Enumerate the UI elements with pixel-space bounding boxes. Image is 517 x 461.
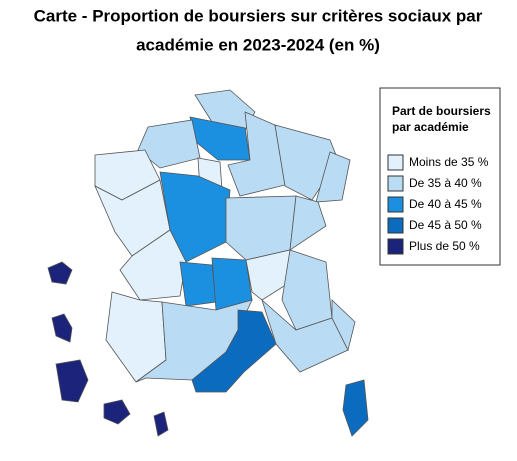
legend-swatch xyxy=(387,238,404,255)
region xyxy=(137,119,201,169)
region xyxy=(179,261,217,307)
legend-label: Plus de 50 % xyxy=(409,239,480,253)
region xyxy=(153,411,169,437)
region xyxy=(245,249,301,301)
region xyxy=(225,195,297,261)
region xyxy=(342,379,369,437)
region xyxy=(315,151,351,203)
title-line: académie en 2023-2024 (en %) xyxy=(136,35,380,54)
region xyxy=(119,229,187,301)
legend-swatch xyxy=(387,217,404,234)
region xyxy=(191,309,277,393)
legend-swatch xyxy=(387,175,404,192)
region xyxy=(281,249,333,331)
region xyxy=(103,399,131,425)
map xyxy=(47,89,369,437)
legend-label: Moins de 35 % xyxy=(409,155,489,169)
title-line: Carte - Proportion de boursiers sur crit… xyxy=(34,6,483,25)
region xyxy=(47,261,73,285)
region xyxy=(289,195,327,251)
legend-label: De 35 à 40 % xyxy=(409,176,482,190)
legend-items: Moins de 35 % De 35 à 40 % De 40 à 45 % De … xyxy=(387,154,489,255)
region xyxy=(331,299,356,352)
legend-label: De 45 à 50 % xyxy=(409,218,482,232)
region xyxy=(55,359,89,403)
legend-swatch xyxy=(387,196,404,213)
legend-title: par académie xyxy=(392,120,469,134)
legend-title: Part de boursiers xyxy=(392,104,491,118)
region xyxy=(51,313,73,343)
legend-label: De 40 à 45 % xyxy=(409,197,482,211)
legend-swatch xyxy=(387,154,404,171)
